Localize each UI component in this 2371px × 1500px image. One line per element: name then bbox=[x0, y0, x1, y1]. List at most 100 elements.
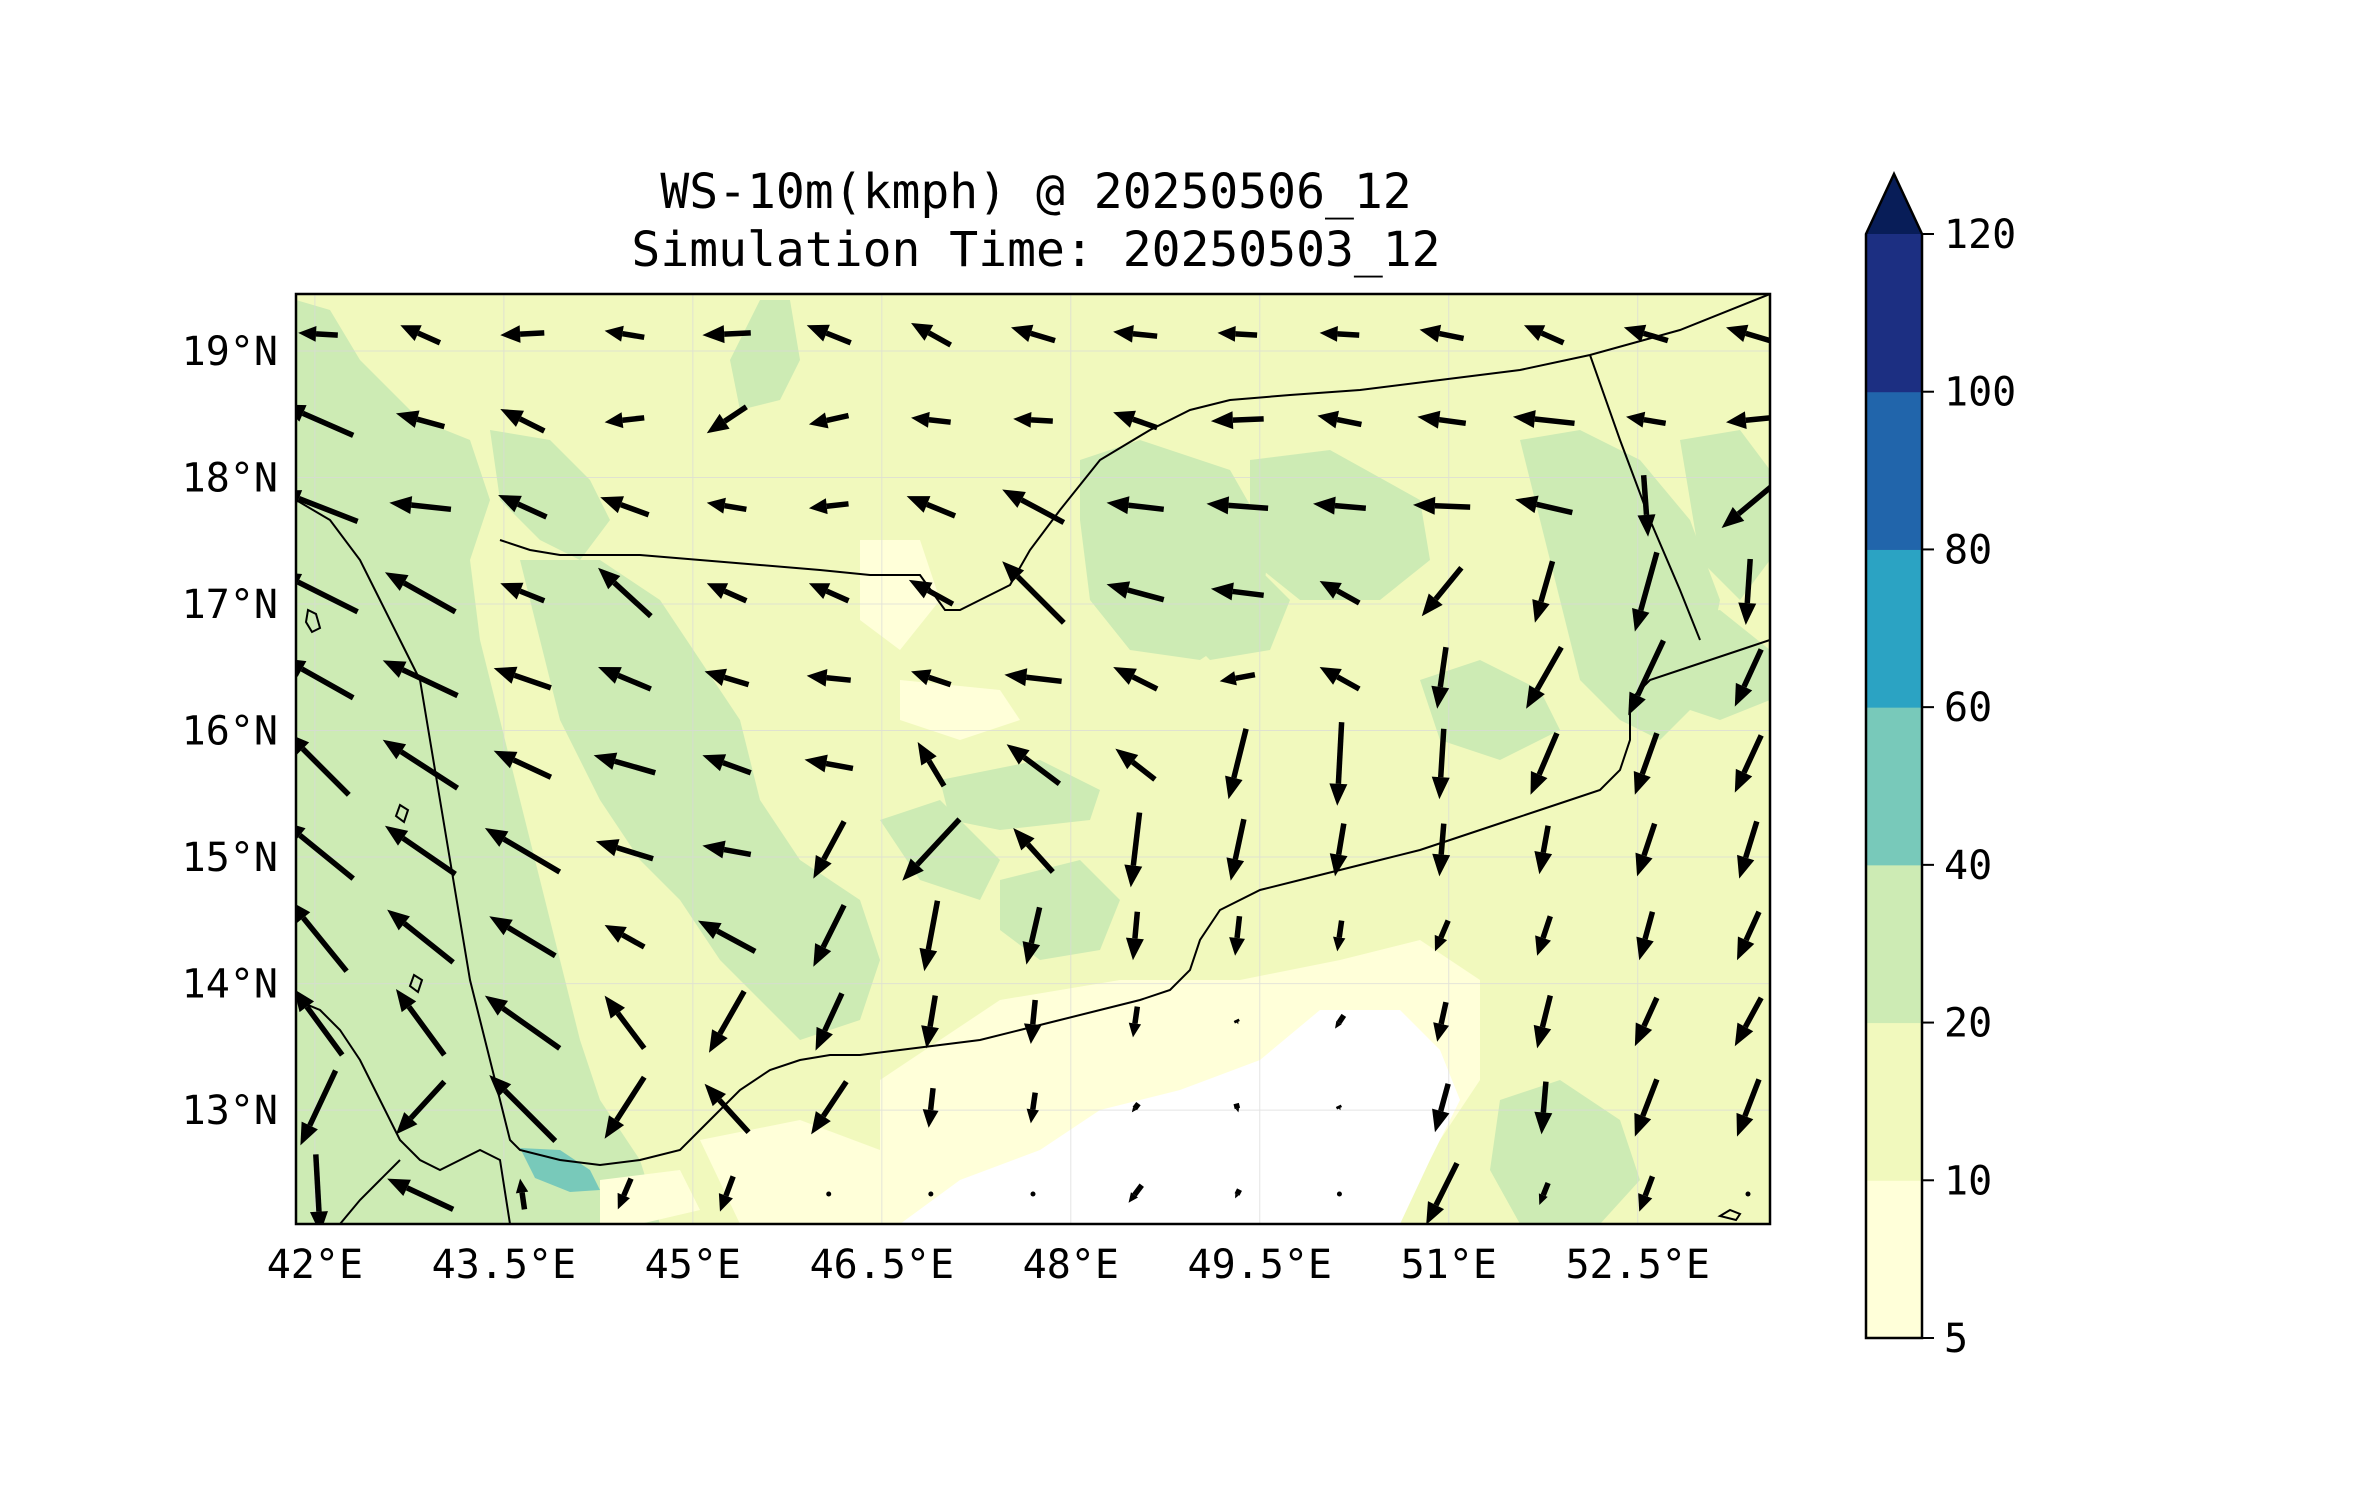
wind-arrow bbox=[702, 325, 751, 344]
coastline-red-sea-east bbox=[296, 499, 1770, 1167]
colorbar-segment bbox=[1866, 549, 1922, 708]
wind-arrow bbox=[1219, 671, 1256, 686]
wind-arrow bbox=[1512, 410, 1575, 428]
wind-arrow bbox=[1636, 911, 1656, 961]
wind-arrow bbox=[296, 990, 345, 1057]
wind-arrow bbox=[1335, 1013, 1347, 1029]
wind-arrow bbox=[296, 404, 355, 438]
wind-arrow bbox=[702, 754, 752, 776]
wind-arrow bbox=[600, 496, 650, 518]
wind-arrow bbox=[1006, 744, 1062, 786]
wind-arrow bbox=[384, 572, 457, 615]
wind-arrow bbox=[702, 840, 752, 859]
wind-arrow bbox=[1526, 645, 1564, 709]
wind-arrow bbox=[1206, 496, 1269, 515]
wind-arrow bbox=[1626, 411, 1667, 428]
wind-arrow bbox=[808, 498, 849, 515]
wind-arrow bbox=[493, 666, 552, 691]
wind-arrow bbox=[498, 495, 548, 520]
wind-arrow bbox=[296, 825, 355, 881]
wind-arrow bbox=[1002, 561, 1066, 625]
wind-arrow bbox=[500, 582, 546, 604]
wind-arrow bbox=[598, 567, 653, 619]
wind-arrow bbox=[1737, 910, 1762, 961]
wind-arrow bbox=[1432, 1083, 1451, 1133]
wind-arrow bbox=[826, 1191, 832, 1197]
wind-arrow bbox=[1432, 823, 1451, 877]
lat-tick-label: 15°N bbox=[182, 835, 278, 881]
wind-arrow bbox=[1124, 812, 1143, 888]
wind-arrow bbox=[813, 903, 847, 967]
colorbar: 5 10 20 40 60 80 100 120 bbox=[1864, 171, 2016, 1362]
wind-arrow bbox=[1128, 1183, 1144, 1203]
wind-arrow bbox=[811, 1080, 849, 1135]
wind-arrow bbox=[500, 409, 546, 434]
colorbar-extend-max bbox=[1866, 174, 1922, 234]
island-perim bbox=[1717, 1208, 1742, 1222]
wind-arrow bbox=[387, 1178, 455, 1212]
wind-arrow bbox=[928, 1191, 934, 1197]
wind-arrow bbox=[1417, 410, 1467, 429]
wind-arrow bbox=[917, 742, 947, 788]
colorbar-segment bbox=[1866, 234, 1922, 393]
wind-arrow bbox=[1115, 748, 1157, 782]
wind-arrow bbox=[1628, 639, 1666, 716]
wind-arrow bbox=[808, 412, 850, 429]
wind-arrow bbox=[806, 668, 851, 687]
wind-arrow bbox=[395, 1079, 447, 1135]
wind-arrow bbox=[604, 1075, 647, 1139]
wind-arrow bbox=[598, 667, 652, 692]
lon-tick-label: 42°E bbox=[267, 1242, 363, 1288]
island-hanish bbox=[408, 973, 424, 994]
wind-arrow bbox=[906, 496, 957, 519]
wind-arrow bbox=[298, 325, 338, 342]
wind-arrow bbox=[1634, 1078, 1660, 1137]
wind-arrow bbox=[1635, 822, 1658, 877]
latitude-tick-labels: 19°N 18°N 17°N 16°N 15°N 14°N 13°N bbox=[182, 329, 278, 1134]
wind-arrow bbox=[1217, 325, 1258, 342]
wind-arrow bbox=[1431, 728, 1450, 800]
colorbar-segment bbox=[1866, 1180, 1922, 1339]
wind-arrow bbox=[1113, 667, 1159, 692]
wind-arrow bbox=[1022, 906, 1043, 965]
wind-arrow bbox=[1431, 646, 1450, 709]
wind-arrow bbox=[1106, 496, 1165, 515]
wind-arrow bbox=[296, 659, 355, 701]
wind-arrow bbox=[1023, 999, 1042, 1044]
wind-arrow bbox=[708, 989, 747, 1053]
wind-arrow bbox=[484, 828, 562, 875]
wind-arrow bbox=[1233, 1102, 1241, 1113]
wind-arrow bbox=[1125, 911, 1144, 961]
wind-arrow bbox=[300, 1069, 339, 1146]
chart-title-line2: Simulation Time: 20250503_12 bbox=[631, 222, 1441, 278]
wind-arrow bbox=[395, 410, 446, 430]
wind-arrow bbox=[1229, 915, 1245, 956]
wind-arrow bbox=[1634, 996, 1660, 1047]
wind-arrow bbox=[604, 995, 647, 1051]
wind-arrow bbox=[1333, 920, 1346, 952]
wind-arrow bbox=[384, 825, 457, 877]
wind-arrow bbox=[1434, 919, 1451, 952]
wind-arrow bbox=[706, 497, 747, 514]
wind-arrow bbox=[1336, 1191, 1342, 1197]
wind-arrow bbox=[1313, 496, 1367, 515]
lon-tick-label: 49.5°E bbox=[1188, 1242, 1333, 1288]
wind-arrow bbox=[1234, 1188, 1242, 1199]
wind-arrow bbox=[1106, 581, 1165, 603]
lon-tick-label: 43.5°E bbox=[432, 1242, 577, 1288]
wind-arrow bbox=[1004, 668, 1062, 687]
wind-arrow bbox=[1030, 1191, 1036, 1197]
wind-arrow bbox=[400, 325, 442, 346]
wind-arrow bbox=[1329, 823, 1348, 877]
wind-arrow bbox=[1426, 1161, 1460, 1224]
wind-arrow bbox=[1734, 734, 1764, 793]
wind-arrow bbox=[919, 900, 941, 972]
colorbar-tick-label: 5 bbox=[1944, 1316, 1968, 1362]
wind-arrow bbox=[1233, 1018, 1240, 1025]
wind-arrow bbox=[706, 404, 748, 434]
field-40-60-spot bbox=[520, 1148, 600, 1192]
wind-arrow bbox=[296, 736, 351, 797]
colorbar-tick-label: 20 bbox=[1944, 1001, 1992, 1047]
wind-arrow bbox=[922, 1087, 939, 1128]
wind-arrow bbox=[1721, 484, 1770, 528]
